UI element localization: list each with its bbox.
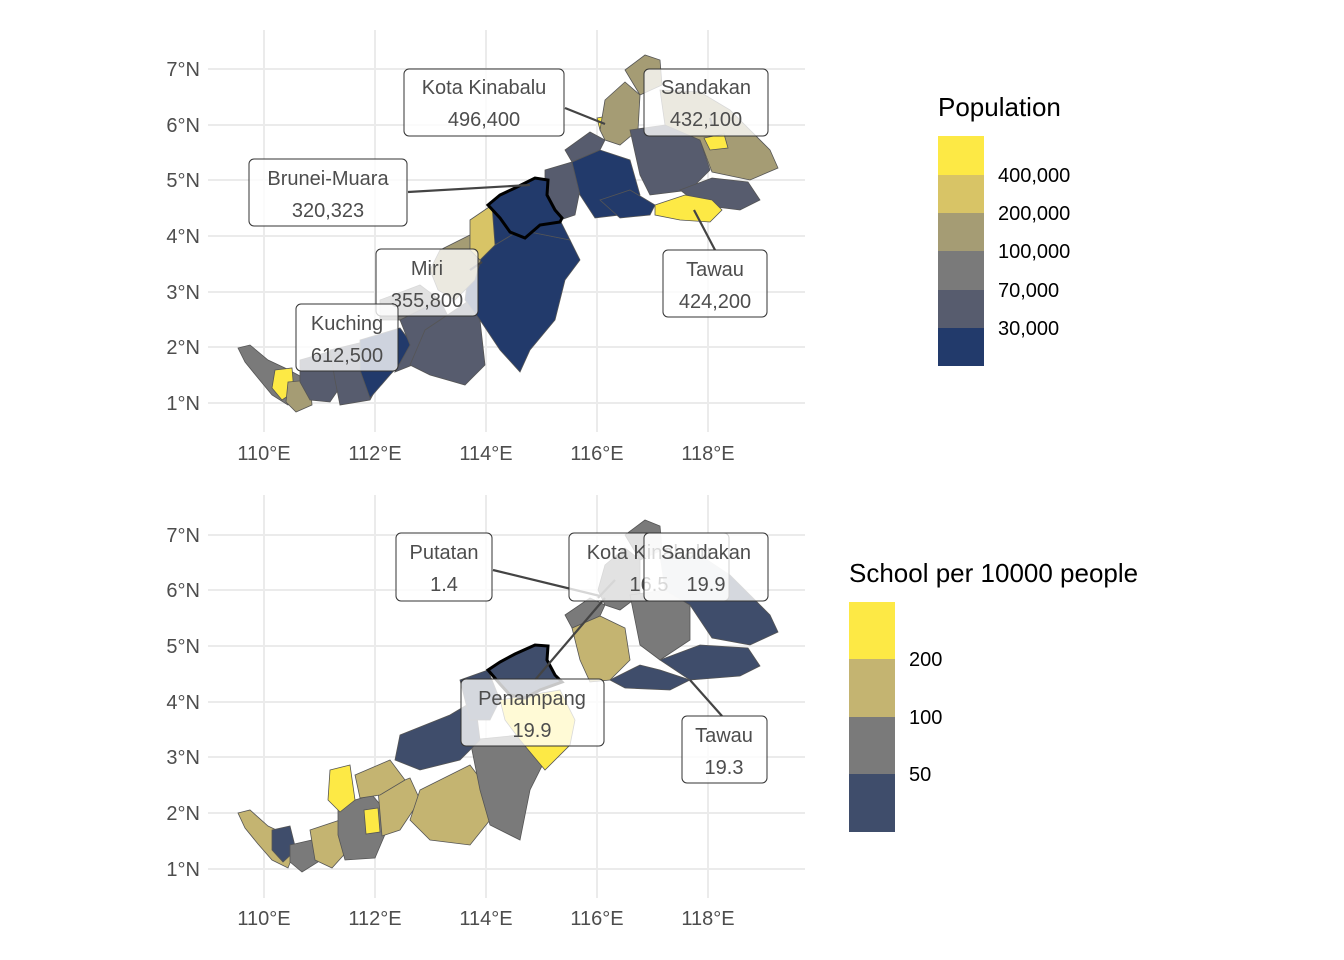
legend-label: 400,000 — [998, 165, 1070, 187]
region-kapit — [409, 764, 491, 846]
callout-name: Sandakan — [661, 77, 751, 99]
callout-penampang: Penampang 19.9 — [460, 678, 605, 747]
y-tick-label: 3°N — [166, 282, 200, 304]
legend-schools: School per 10000 people 200 100 50 — [849, 558, 1138, 832]
legend-swatch — [849, 774, 895, 832]
region-tongod — [599, 189, 656, 219]
x-tick-label: 116°E — [570, 443, 623, 465]
y-tick-label: 2°N — [166, 803, 200, 825]
y-tick-label: 7°N — [166, 525, 200, 547]
map-panel-schools: 7°N 6°N 5°N 4°N 3°N 2°N 1°N 110°E 112°E … — [166, 495, 805, 930]
y-tick-label: 6°N — [166, 580, 200, 602]
region-ranau — [599, 81, 641, 146]
callout-value: 355,800 — [391, 290, 463, 312]
legend-swatch — [849, 659, 895, 717]
callout-name: Tawau — [695, 725, 753, 747]
y-tick-label: 5°N — [166, 170, 200, 192]
y-tick-label: 1°N — [166, 859, 200, 881]
callout-name: Miri — [411, 258, 443, 280]
y-tick-label: 1°N — [166, 393, 200, 415]
y-tick-labels: 7°N 6°N 5°N 4°N 3°N 2°N 1°N — [166, 59, 200, 415]
legend-label: 50 — [909, 764, 931, 786]
legend-swatch — [938, 136, 984, 175]
legend-label: 100 — [909, 707, 942, 729]
legend-population: Population 400,000 200,000 100,000 70,00… — [938, 92, 1070, 366]
region-beaufort — [564, 131, 606, 163]
region-sibu — [354, 759, 406, 799]
callout-name: Penampang — [478, 688, 586, 710]
callout-name: Putatan — [410, 542, 479, 564]
y-tick-label: 6°N — [166, 115, 200, 137]
legend-swatch — [938, 328, 984, 366]
callout-brunei-muara: Brunei-Muara 320,323 — [248, 158, 408, 227]
x-tick-label: 112°E — [348, 908, 401, 930]
legend-label: 200 — [909, 649, 942, 671]
x-tick-label: 110°E — [237, 908, 290, 930]
legend-label: 200,000 — [998, 203, 1070, 225]
x-tick-label: 118°E — [681, 908, 734, 930]
y-tick-label: 7°N — [166, 59, 200, 81]
region-keningau — [571, 615, 631, 683]
callout-value: 432,100 — [670, 109, 742, 131]
legend-label: 30,000 — [998, 318, 1059, 340]
callout-value: 424,200 — [679, 291, 751, 313]
map-panel-population: 7°N 6°N 5°N 4°N 3°N 2°N 1°N 110°E 112°E … — [166, 30, 805, 465]
x-tick-labels: 110°E 112°E 114°E 116°E 118°E — [237, 443, 734, 465]
callout-sandakan: Sandakan 432,100 — [643, 68, 769, 137]
x-tick-label: 116°E — [570, 908, 623, 930]
x-tick-label: 114°E — [459, 908, 512, 930]
legend-label: 100,000 — [998, 241, 1070, 263]
x-tick-labels: 110°E 112°E 114°E 116°E 118°E — [237, 908, 734, 930]
callout-kuching: Kuching 612,500 — [295, 303, 399, 372]
y-tick-label: 2°N — [166, 337, 200, 359]
x-tick-label: 110°E — [237, 443, 290, 465]
region-tawau — [654, 194, 723, 223]
callout-putatan: Putatan 1.4 — [395, 532, 493, 602]
callout-name: Kota Kinabalu — [422, 77, 547, 99]
callout-kota-kinabalu: Kota Kinabalu 496,400 — [403, 68, 565, 137]
legend-title: School per 10000 people — [849, 558, 1138, 588]
region-sarikei — [363, 807, 381, 835]
y-tick-label: 5°N — [166, 636, 200, 658]
x-tick-label: 118°E — [681, 443, 734, 465]
x-tick-label: 112°E — [348, 443, 401, 465]
callout-value: 496,400 — [448, 109, 520, 131]
y-tick-label: 4°N — [166, 692, 200, 714]
callout-value: 19.3 — [705, 757, 744, 779]
legend-swatch — [938, 290, 984, 328]
x-tick-label: 114°E — [459, 443, 512, 465]
callout-value: 612,500 — [311, 345, 383, 367]
callout-value: 320,323 — [292, 200, 364, 222]
callout-sandakan: Sandakan 19.9 — [643, 532, 769, 602]
callouts: Kota Kinabalu 496,400 Sandakan 432,100 B… — [248, 68, 769, 372]
region-serian — [289, 839, 319, 873]
callout-name: Tawau — [686, 259, 744, 281]
callout-value: 19.9 — [687, 574, 726, 596]
y-tick-label: 3°N — [166, 747, 200, 769]
legend-swatch — [938, 175, 984, 213]
y-tick-labels: 7°N 6°N 5°N 4°N 3°N 2°N 1°N — [166, 525, 200, 881]
callout-tawau: Tawau 424,200 — [662, 249, 768, 318]
callout-tawau: Tawau 19.3 — [681, 715, 768, 784]
callout-miri: Miri 355,800 — [375, 248, 479, 317]
legend-label: 70,000 — [998, 280, 1059, 302]
legend-title: Population — [938, 92, 1061, 122]
callout-value: 1.4 — [430, 574, 458, 596]
y-tick-label: 4°N — [166, 226, 200, 248]
callout-name: Brunei-Muara — [267, 168, 389, 190]
legend-swatch — [938, 213, 984, 251]
callouts: Putatan 1.4 Kota Kinabalu 16.5 Sandakan … — [395, 532, 769, 784]
legend-swatch — [849, 717, 895, 774]
legend-swatch — [938, 251, 984, 290]
callout-value: 19.9 — [513, 720, 552, 742]
region-bintulu — [394, 699, 481, 771]
callout-name: Kuching — [311, 313, 383, 335]
legend-swatch — [849, 602, 895, 659]
region-mukah — [327, 764, 356, 813]
callout-name: Sandakan — [661, 542, 751, 564]
